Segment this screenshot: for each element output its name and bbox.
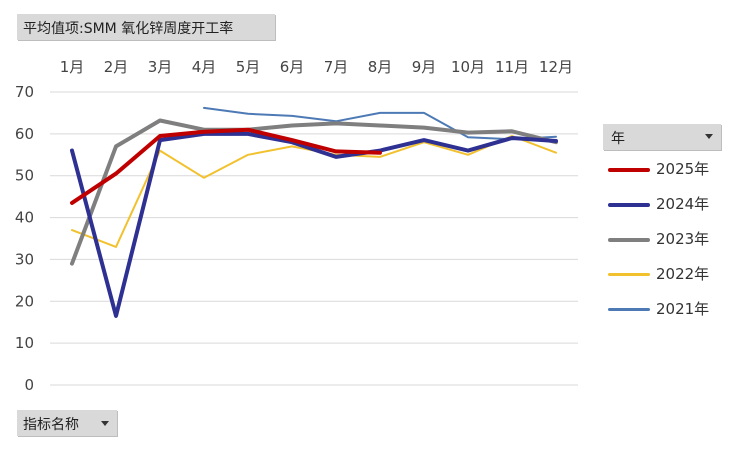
legend-item[interactable]: 2023年 [606,225,726,260]
x-tick-label: 1月 [60,58,85,76]
x-tick-label: 9月 [412,58,437,76]
legend-swatch [608,308,650,311]
x-tick-label: 6月 [280,58,305,76]
chart-series [70,106,558,318]
x-tick-label: 12月 [539,58,573,76]
series-line-2021年 [203,106,557,141]
legend-label: 2023年 [656,230,710,248]
x-tick-label: 5月 [236,58,261,76]
legend-header-dropdown[interactable]: 年 [603,124,721,150]
series-line-2024年 [70,131,558,318]
x-tick-label: 7月 [324,58,349,76]
legend-header-label: 年 [611,131,625,147]
series-line-2025年 [70,127,382,205]
x-tick-label: 8月 [368,58,393,76]
legend-label: 2025年 [656,160,710,178]
chevron-down-icon [705,134,713,139]
y-tick-label: 0 [24,376,34,394]
y-axis-ticks: 0 10 20 30 40 50 60 70 [15,83,34,394]
x-tick-label: 2月 [104,58,129,76]
legend-item[interactable]: 2024年 [606,190,726,225]
pivot-filter-title[interactable]: 平均值项:SMM 氧化锌周度开工率 [17,14,275,40]
legend-swatch [608,238,650,242]
legend-label: 2022年 [656,265,710,283]
legend-swatch [608,273,650,276]
y-tick-label: 40 [15,209,34,227]
x-axis-ticks: 1月 2月 3月 4月 5月 6月 7月 8月 9月 10月 11月 12月 [60,58,573,76]
field-dropdown-button[interactable]: 指标名称 [17,410,117,436]
y-tick-label: 50 [15,167,34,185]
legend-item[interactable]: 2022年 [606,260,726,295]
y-tick-label: 70 [15,83,34,101]
legend-item[interactable]: 2025年 [606,155,726,190]
chart-gridlines [50,91,578,386]
legend-label: 2021年 [656,300,710,318]
chart-legend: 2025年 2024年 2023年 2022年 2021年 [606,155,726,330]
y-tick-label: 30 [15,250,34,268]
series-line-2023年 [70,118,558,266]
y-tick-label: 10 [15,334,34,352]
field-dropdown-label: 指标名称 [23,417,79,433]
y-tick-label: 20 [15,292,34,310]
x-tick-label: 10月 [451,58,485,76]
x-tick-label: 4月 [192,58,217,76]
y-tick-label: 60 [15,125,34,143]
chevron-down-icon [101,421,109,426]
pivot-filter-title-label: 平均值项:SMM 氧化锌周度开工率 [23,21,234,37]
legend-swatch [608,203,650,207]
x-tick-label: 3月 [148,58,173,76]
series-line-2022年 [71,135,557,248]
legend-item[interactable]: 2021年 [606,295,726,330]
legend-label: 2024年 [656,195,710,213]
x-tick-label: 11月 [495,58,529,76]
legend-swatch [608,168,650,172]
